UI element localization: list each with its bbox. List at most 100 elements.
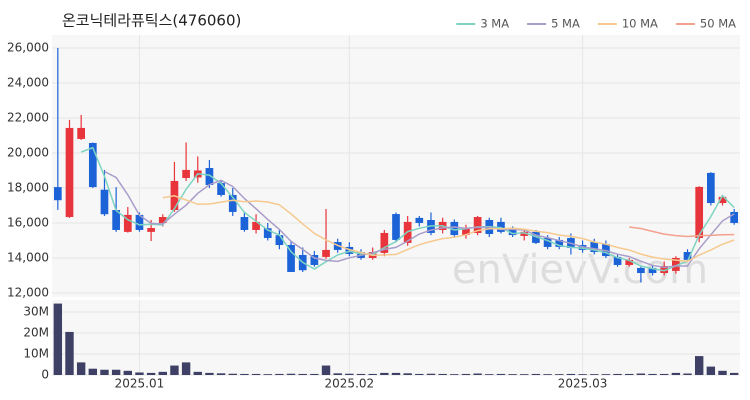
candle-body <box>532 231 540 243</box>
volume-bar <box>485 374 494 375</box>
volume-bar <box>555 374 564 375</box>
candle-body <box>53 187 62 201</box>
chart-title: 온코닉테라퓨틱스(476060) <box>62 12 241 30</box>
ma-line <box>80 146 735 272</box>
candle-body <box>660 266 669 274</box>
volume-bar <box>65 331 74 375</box>
volume-bar <box>345 373 354 375</box>
volume-bar <box>648 373 657 375</box>
candle-body <box>228 194 237 212</box>
legend-label: 5 MA <box>551 17 580 31</box>
y-tick-label: 14,000 <box>7 250 49 264</box>
volume-bar <box>531 373 541 375</box>
volume-bar <box>170 365 179 375</box>
volume-bar <box>450 374 459 375</box>
watermark: enVievV.com <box>452 247 708 293</box>
volume-bar <box>321 365 331 375</box>
volume-bar <box>88 368 98 375</box>
candle-body <box>240 217 249 230</box>
volume-bar <box>368 373 377 375</box>
candle-body <box>508 229 517 236</box>
candle-body <box>590 242 599 253</box>
volume-bar <box>636 373 646 375</box>
candle-body <box>135 214 144 230</box>
volume-bar <box>625 373 634 375</box>
candle-body <box>205 168 214 185</box>
volume-bar <box>671 372 681 375</box>
candle-body <box>263 228 272 239</box>
candle-body <box>625 259 634 265</box>
volume-bar <box>251 373 261 375</box>
volume-bar <box>111 369 121 375</box>
candle-body <box>345 246 354 254</box>
volume-bar <box>298 373 307 375</box>
ma-line <box>162 195 735 263</box>
candle-body <box>217 183 225 195</box>
x-tick-label: 2025.01 <box>115 377 165 391</box>
candle-body <box>450 221 459 236</box>
volume-bar <box>240 373 249 375</box>
candle-body <box>683 252 692 260</box>
volume-bar <box>461 373 471 375</box>
y-tick-label: 24,000 <box>7 75 49 89</box>
candle-body <box>112 210 120 230</box>
volume-bar <box>158 371 167 375</box>
volume-bar <box>438 373 447 375</box>
volume-bar <box>520 374 529 375</box>
volume-bar <box>333 373 342 375</box>
volume-bar <box>123 370 132 375</box>
candle-body <box>520 231 529 236</box>
candle-body <box>706 172 715 204</box>
volume-bar <box>601 374 611 375</box>
volume-bar <box>380 372 389 375</box>
candle-body <box>287 245 295 272</box>
y-tick-label: 30M <box>23 304 49 318</box>
candle-body <box>543 238 552 247</box>
candle-body <box>380 232 389 253</box>
candle-body <box>310 254 319 265</box>
ma-line <box>629 226 735 238</box>
volume-bar <box>100 369 109 375</box>
volume-bar <box>543 374 552 375</box>
volume-bar <box>275 373 284 375</box>
candle-body <box>672 257 680 271</box>
volume-bar <box>578 374 587 375</box>
volume-plot-area <box>52 300 740 375</box>
candle-body <box>392 214 400 240</box>
candle-body <box>473 217 482 233</box>
y-tick-label: 10M <box>23 346 49 360</box>
legend-label: 10 MA <box>622 17 658 31</box>
volume-bar <box>263 374 272 375</box>
y-tick-label: 0 <box>41 368 49 382</box>
volume-bar <box>228 373 237 375</box>
candle-body <box>555 239 564 247</box>
volume-bar <box>613 373 622 375</box>
volume-bar <box>718 370 727 375</box>
volume-bar <box>590 374 599 375</box>
candle-body <box>77 127 86 139</box>
y-tick-label: 16,000 <box>7 215 49 229</box>
candle-body <box>718 196 727 204</box>
volume-bar <box>310 373 319 375</box>
volume-bar <box>193 371 202 375</box>
ma-line <box>104 170 735 269</box>
volume-bar <box>660 373 669 375</box>
volume-bar <box>415 373 424 375</box>
y-tick-label: 22,000 <box>7 110 49 124</box>
x-tick-label: 2025.02 <box>325 377 375 391</box>
volume-bar <box>426 373 436 375</box>
volume-bar <box>216 373 226 375</box>
volume-bar <box>508 374 517 375</box>
volume-bar <box>76 362 86 375</box>
x-tick-label: 2025.03 <box>558 377 608 391</box>
candle-body <box>88 142 97 188</box>
volume-bar <box>706 366 716 375</box>
y-tick-label: 20M <box>23 325 49 339</box>
price-plot-area <box>52 35 740 297</box>
candle-body <box>275 235 284 246</box>
candle-body <box>123 214 132 232</box>
volume-bar <box>391 372 401 375</box>
y-tick-label: 12,000 <box>7 285 49 299</box>
volume-bar <box>135 372 144 375</box>
